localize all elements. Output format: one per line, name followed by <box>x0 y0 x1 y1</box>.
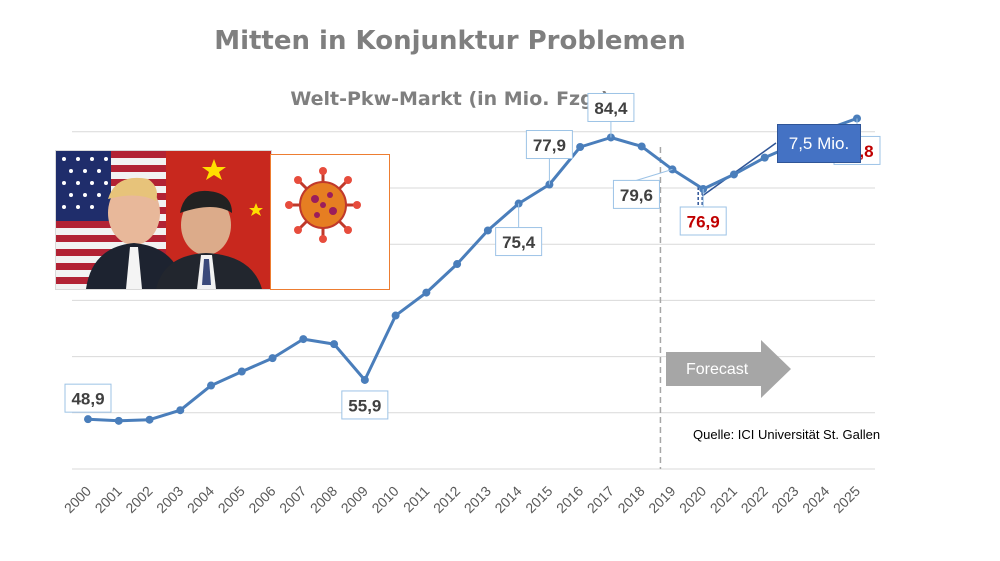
data-point <box>760 153 769 162</box>
x-tick-label: 2012 <box>430 483 463 516</box>
x-tick-label: 2018 <box>614 483 647 516</box>
data-point <box>330 340 339 349</box>
x-tick-label: 2005 <box>215 483 248 516</box>
data-point <box>576 143 585 151</box>
series-line <box>87 116 858 423</box>
data-label-box <box>525 130 573 160</box>
x-tick-label: 2004 <box>184 483 217 516</box>
trump-xi-photo <box>55 150 272 290</box>
data-point <box>729 170 738 179</box>
callout-7-5-mio: 7,5 Mio. <box>777 124 861 163</box>
x-tick-label: 2013 <box>461 483 494 516</box>
source-note: Quelle: ICI Universität St. Gallen <box>693 427 881 442</box>
coronavirus-panel <box>270 154 390 290</box>
data-label-box <box>679 206 727 236</box>
x-tick-label: 2023 <box>768 483 801 516</box>
x-tick-label: 2006 <box>245 483 278 516</box>
x-tick-label: 2003 <box>153 483 186 516</box>
data-label: 77,9 <box>533 136 566 155</box>
data-point <box>176 406 185 415</box>
x-axis-tick-labels: 2000200120022003200420052006200720082009… <box>61 483 863 516</box>
coronavirus-icon <box>285 167 361 243</box>
x-tick-label: 2000 <box>61 483 94 516</box>
data-point <box>453 260 462 269</box>
x-tick-label: 2010 <box>368 483 401 516</box>
x-tick-label: 2019 <box>645 483 678 516</box>
x-tick-label: 2021 <box>707 483 740 516</box>
forecast-markers <box>659 142 777 469</box>
data-point <box>422 288 431 297</box>
chart-subtitle: Welt-Pkw-Markt (in Mio. Fzg.) <box>290 88 610 110</box>
forecast-arrow-icon <box>666 340 791 398</box>
data-label: 79,6 <box>620 186 653 205</box>
data-label-box <box>341 390 389 420</box>
data-label: 84,4 <box>594 99 628 118</box>
x-tick-label: 2015 <box>522 483 555 516</box>
x-tick-label: 2017 <box>584 483 617 516</box>
data-point <box>299 335 308 344</box>
data-label: 75,4 <box>502 233 536 252</box>
data-label: 76,9 <box>687 213 720 232</box>
x-tick-label: 2014 <box>491 483 524 516</box>
x-tick-label: 2002 <box>122 483 155 516</box>
x-tick-label: 2025 <box>830 483 863 516</box>
label-leader <box>636 168 673 181</box>
x-tick-label: 2009 <box>338 483 371 516</box>
data-point <box>84 415 92 424</box>
data-point <box>207 381 216 390</box>
x-tick-label: 2020 <box>676 483 709 516</box>
data-point <box>391 311 400 320</box>
x-tick-label: 2008 <box>307 483 340 516</box>
data-point <box>145 415 154 424</box>
data-label-box <box>612 179 660 209</box>
x-tick-label: 2022 <box>737 483 770 516</box>
data-label-box <box>587 92 635 122</box>
data-point <box>637 142 646 151</box>
data-point <box>237 367 246 376</box>
callout-leader-line <box>701 142 777 197</box>
data-label-box <box>495 227 543 257</box>
x-tick-label: 2007 <box>276 483 309 516</box>
x-tick-label: 2016 <box>553 483 586 516</box>
data-label: 55,9 <box>348 396 381 415</box>
data-point <box>114 416 123 425</box>
data-label: 48,9 <box>71 390 104 409</box>
data-point <box>483 226 492 235</box>
data-point <box>268 354 277 363</box>
forecast-label: Forecast <box>686 361 749 378</box>
x-tick-label: 2001 <box>92 483 125 516</box>
chart-title: Mitten in Konjunktur Problemen <box>214 26 686 56</box>
data-label-box <box>64 383 112 413</box>
x-tick-label: 2024 <box>799 483 832 516</box>
x-tick-label: 2011 <box>400 483 433 516</box>
data-point <box>360 375 369 384</box>
